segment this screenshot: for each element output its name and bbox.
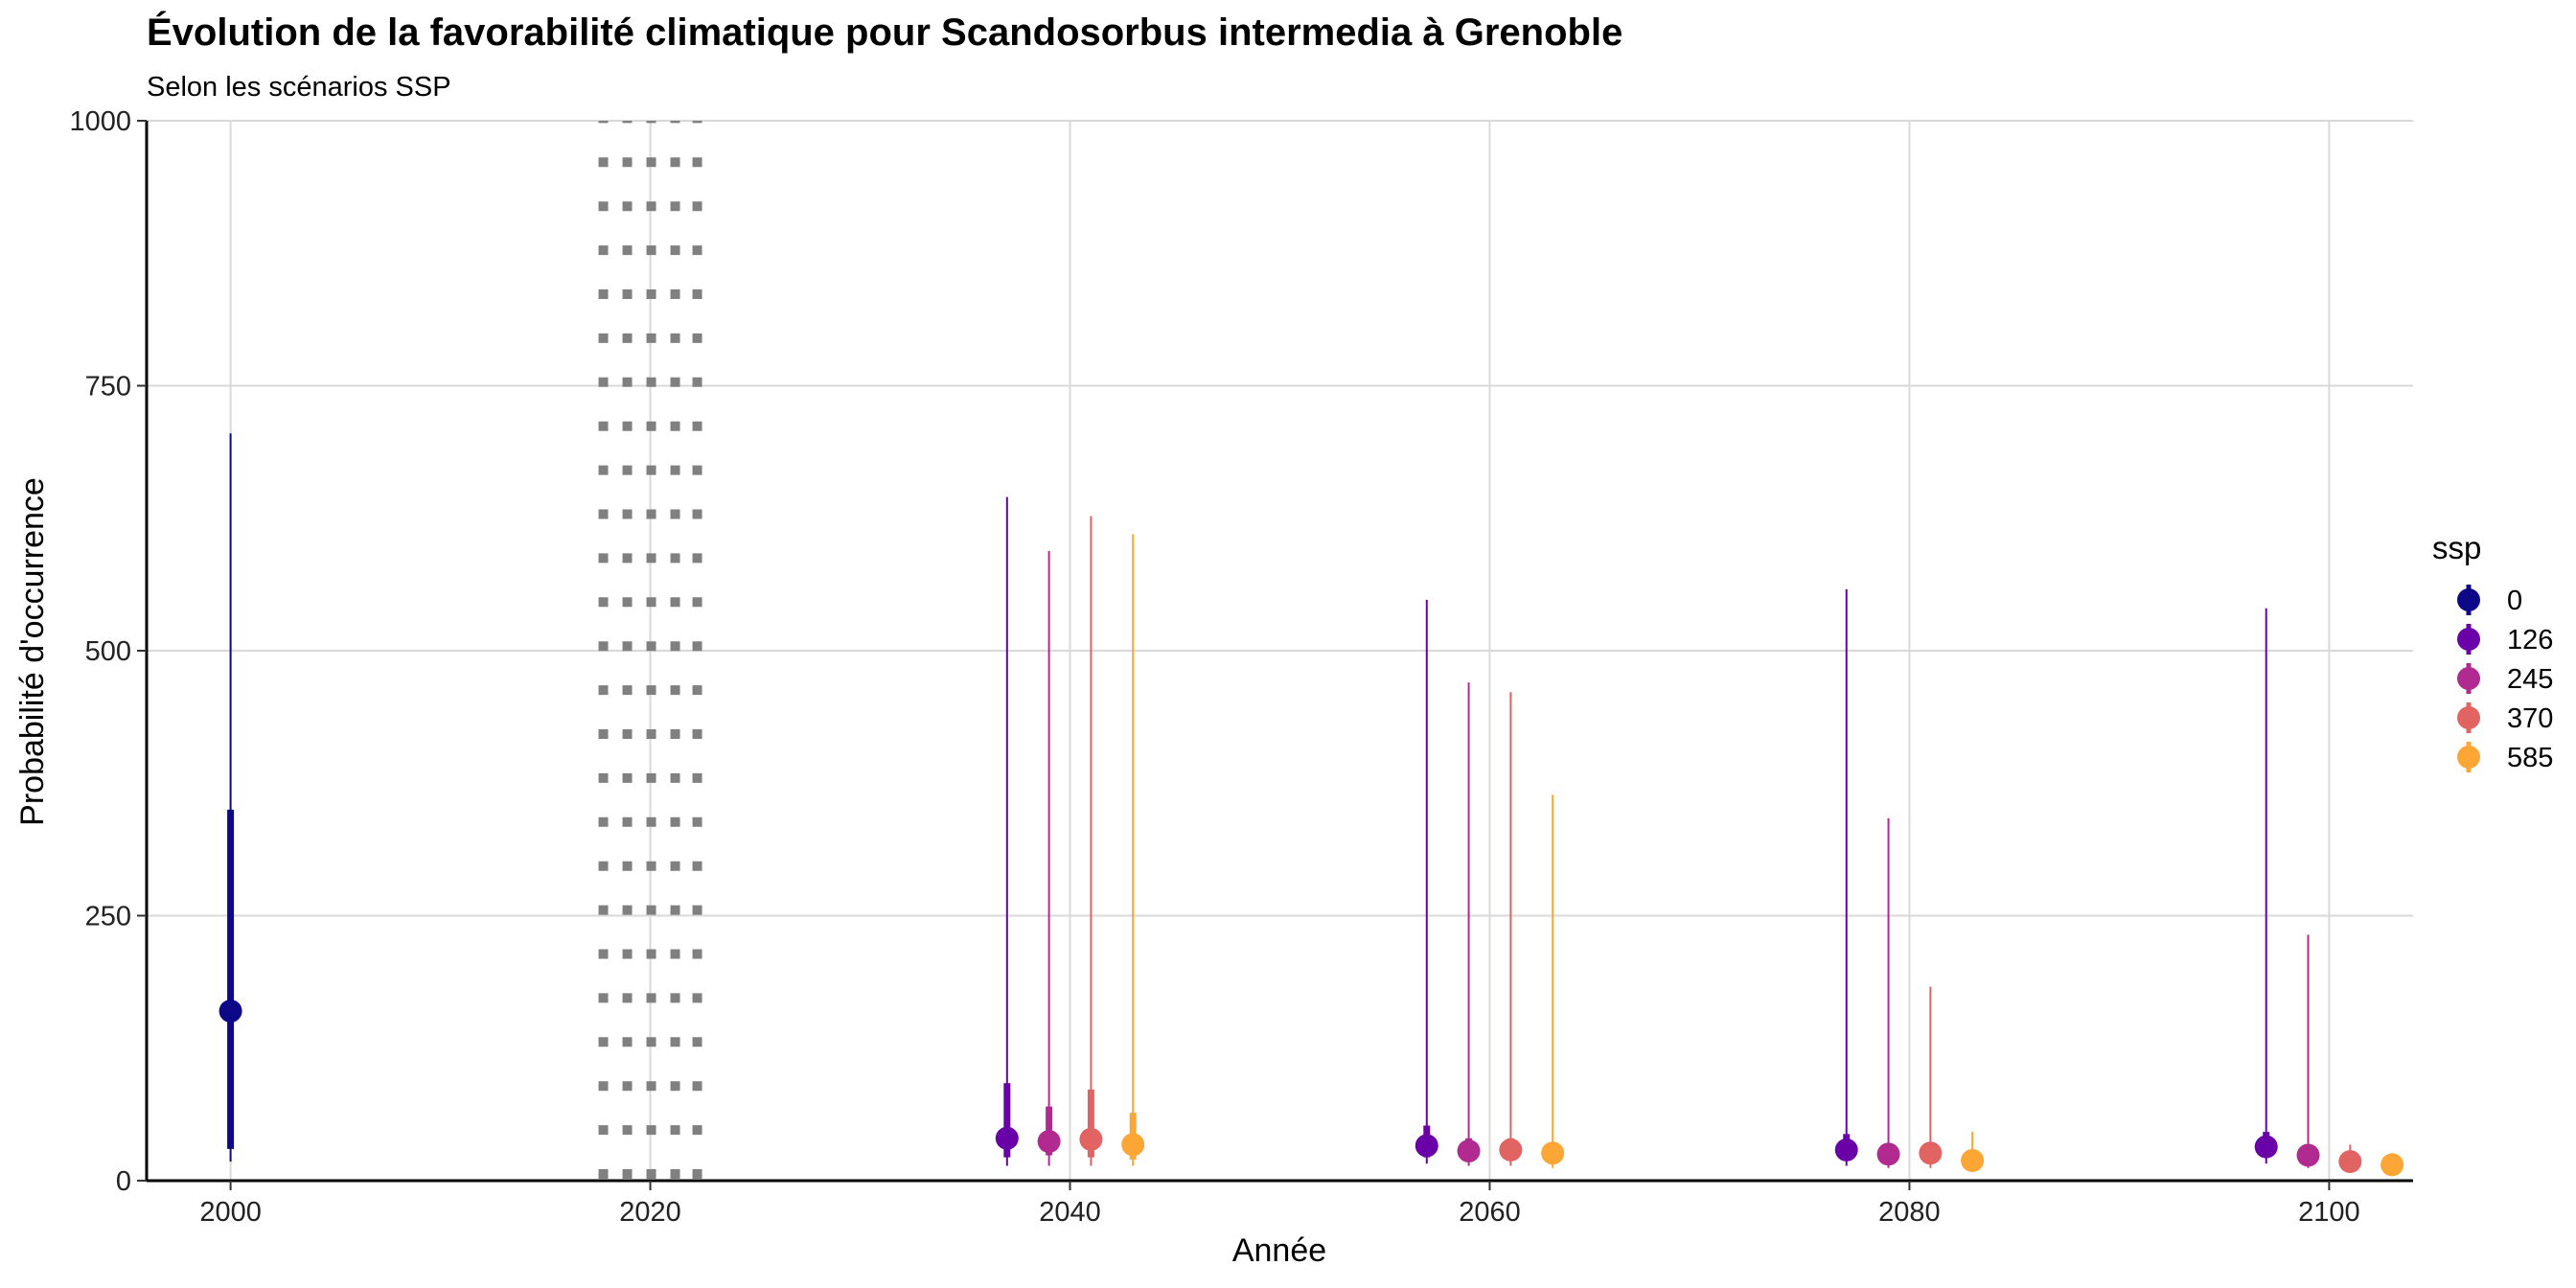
legend-label: 245 [2507, 664, 2553, 695]
tick-labels: 0 250 500 750 1000 2000 2020 2040 2060 2080 2100 [69, 106, 2359, 1228]
x-tick-label: 2020 [619, 1197, 681, 1228]
median-point [2338, 1150, 2362, 1174]
reference-line-group [598, 121, 702, 1179]
median-point [1121, 1133, 1145, 1157]
legend-label: 370 [2507, 703, 2553, 734]
legend-label: 126 [2507, 625, 2553, 656]
median-point [1961, 1148, 1985, 1172]
median-point [2296, 1143, 2320, 1167]
chart-subtitle: Selon les scénarios SSP [147, 72, 451, 103]
median-point [1457, 1139, 1481, 1163]
y-axis-title: Probabilité d'occurrence [14, 477, 51, 826]
median-point [995, 1126, 1019, 1150]
legend-title: ssp [2432, 530, 2481, 565]
median-point [1037, 1130, 1061, 1154]
median-point [2254, 1135, 2278, 1159]
legend-key-point [2457, 588, 2480, 611]
y-tick-label: 0 [116, 1166, 131, 1197]
legend-key-point [2457, 667, 2480, 690]
median-point [1079, 1127, 1103, 1151]
legend-key-point [2457, 628, 2480, 651]
x-tick-label: 2080 [1878, 1197, 1941, 1228]
legend-label: 585 [2507, 743, 2553, 773]
legend-key-point [2457, 746, 2480, 769]
y-tick-label: 250 [85, 902, 131, 932]
median-point [2380, 1153, 2404, 1177]
median-point [1834, 1138, 1858, 1162]
x-axis-title: Année [1232, 1232, 1326, 1269]
x-tick-label: 2100 [2298, 1197, 2360, 1228]
data-marks [218, 433, 2404, 1177]
median-point [1919, 1141, 1943, 1165]
y-tick-label: 500 [85, 636, 131, 667]
median-point [1499, 1138, 1523, 1162]
axes [137, 120, 2413, 1190]
x-tick-label: 2040 [1039, 1197, 1101, 1228]
y-tick-label: 1000 [69, 106, 131, 137]
legend: ssp 0 126 245 370 585 [2432, 530, 2553, 773]
y-tick-label: 750 [85, 372, 131, 402]
median-point [218, 1000, 242, 1024]
median-point [1414, 1134, 1438, 1158]
chart-title: Évolution de la favorabilité climatique … [147, 11, 1622, 54]
median-point [1876, 1142, 1900, 1166]
grid [147, 120, 2413, 1182]
x-tick-label: 2060 [1459, 1197, 1521, 1228]
legend-key-point [2457, 706, 2480, 729]
x-tick-label: 2000 [199, 1197, 262, 1228]
legend-label: 0 [2507, 586, 2522, 616]
median-point [1541, 1141, 1565, 1165]
